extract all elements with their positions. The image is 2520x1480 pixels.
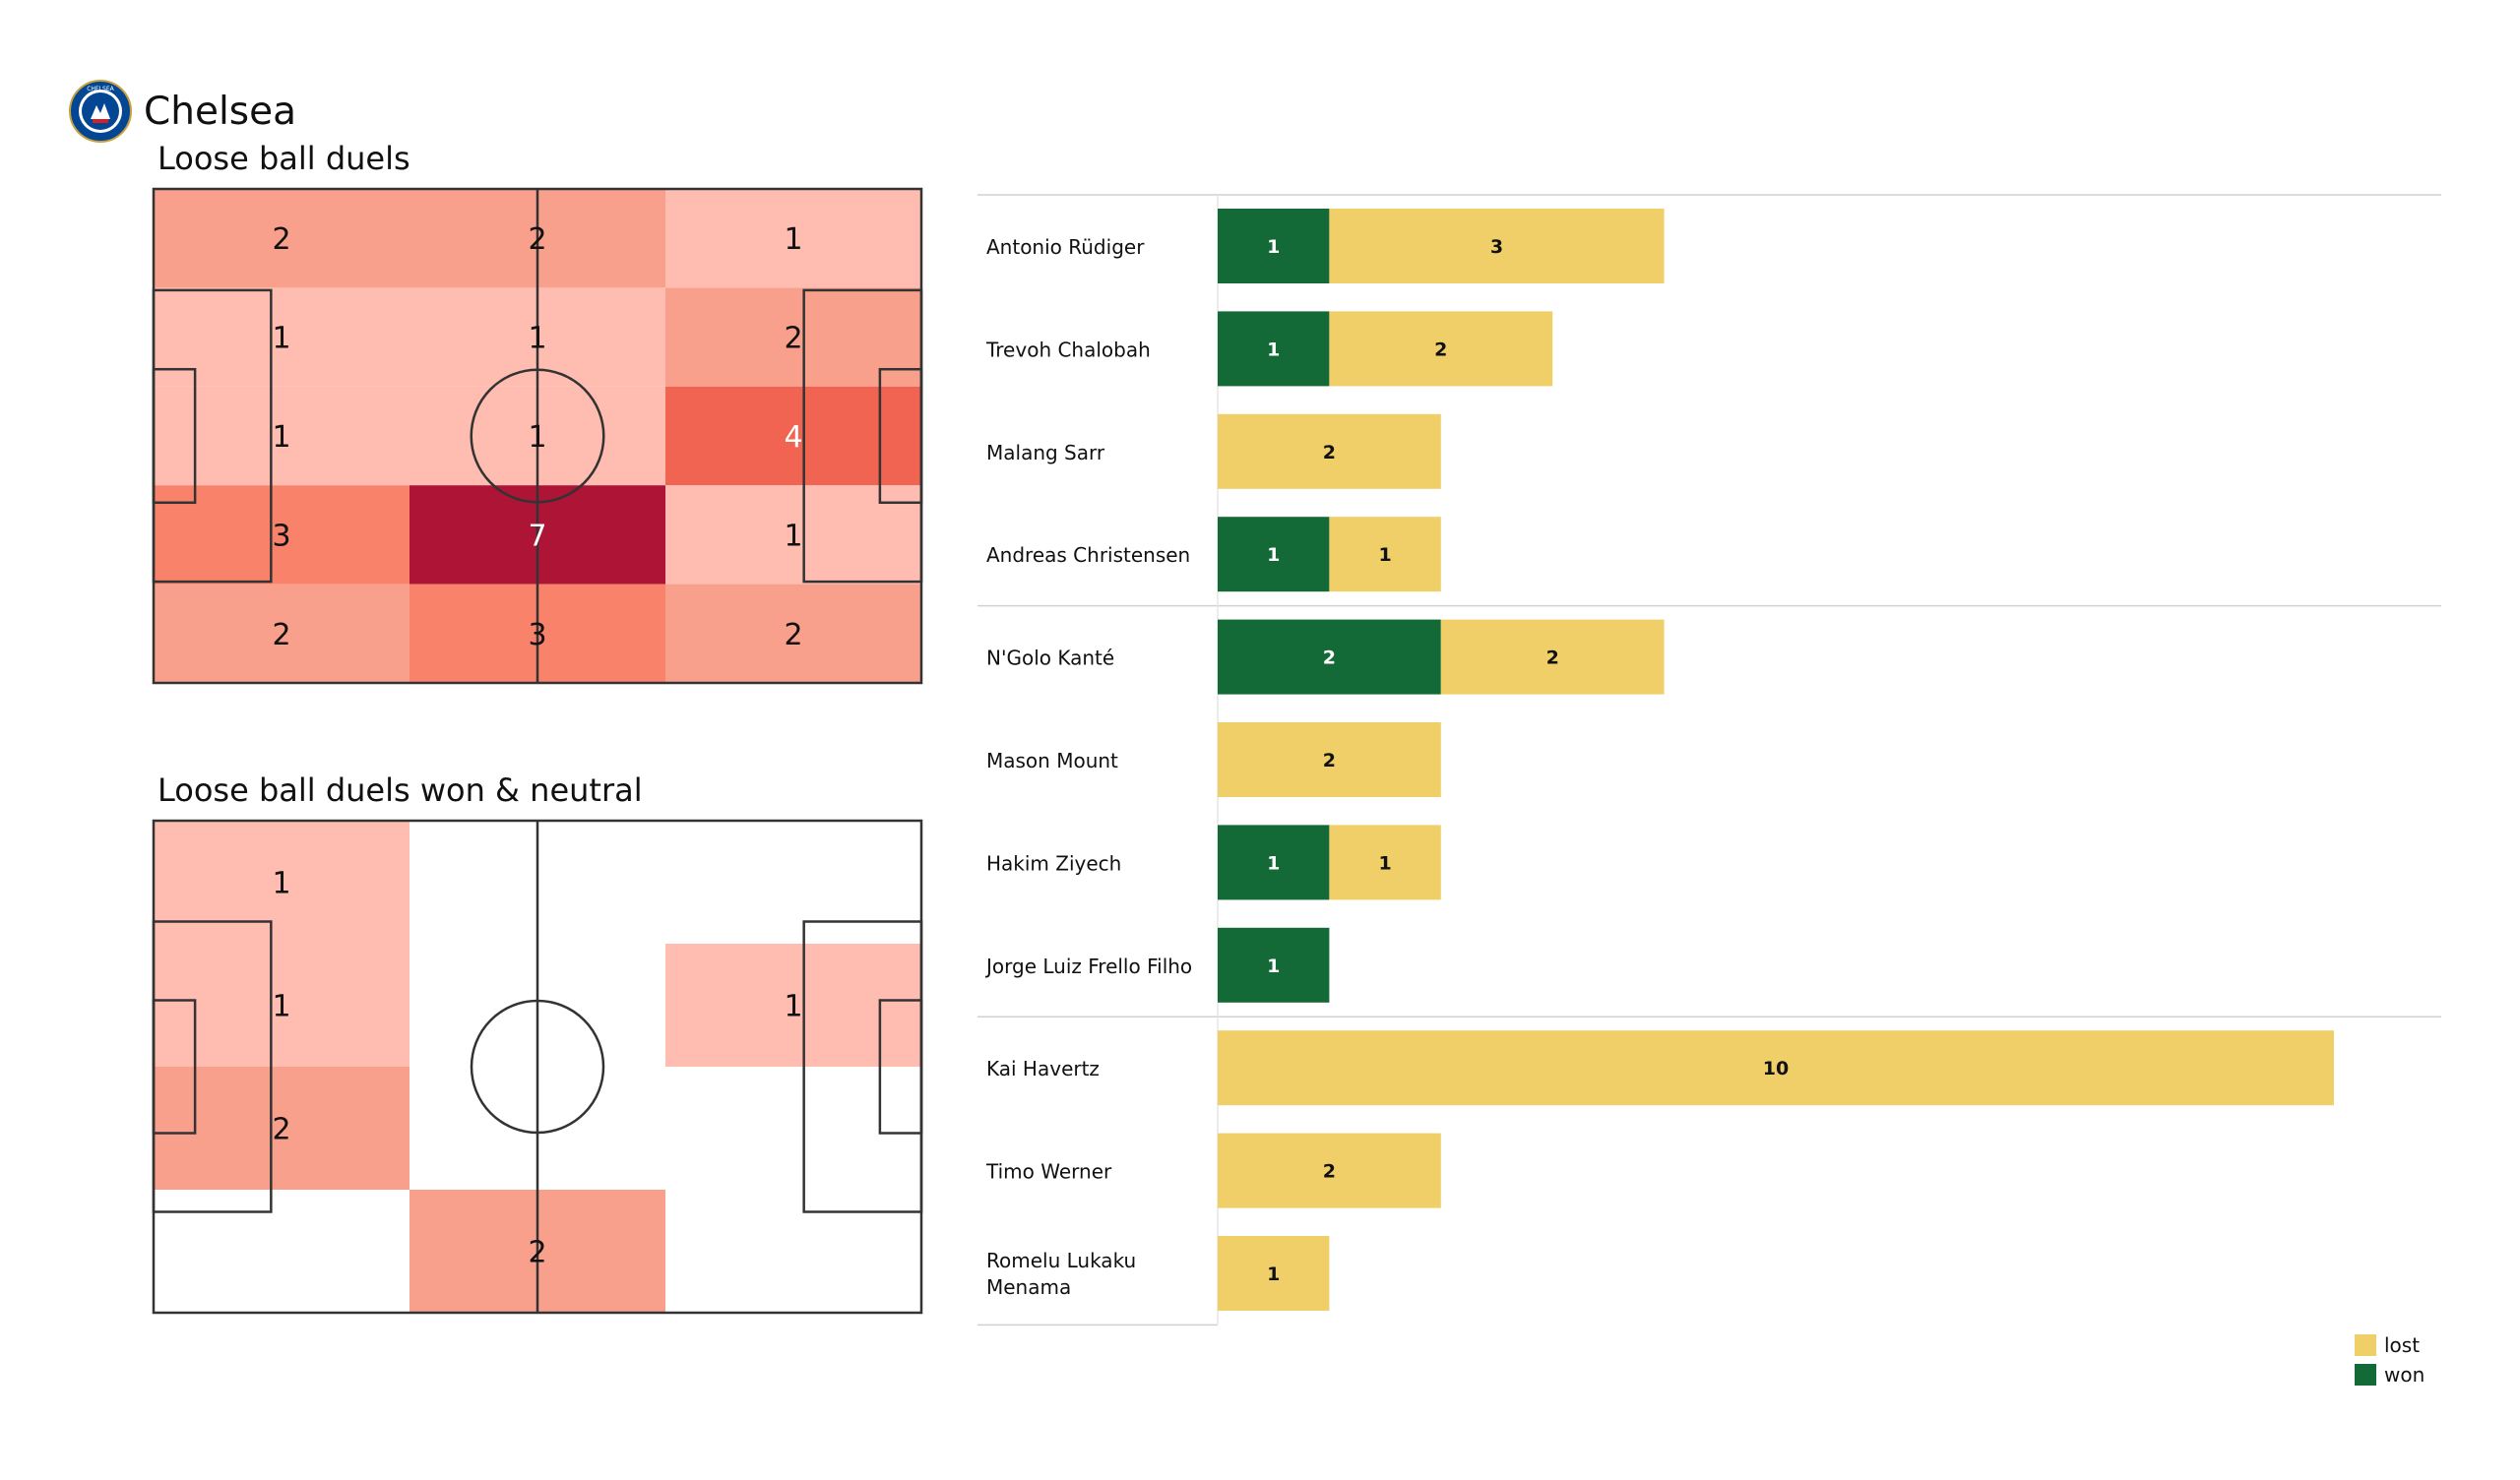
bar-won [1218, 825, 1330, 900]
heat-cell-label: 4 [784, 420, 802, 455]
heat-cell-label: 1 [528, 322, 546, 356]
heat-cell [154, 821, 410, 944]
heatmap-all-duels: 2 2 1 1 1 2 1 1 4 3 7 1 2 3 2 [152, 187, 923, 685]
player-name: Hakim Ziyech [986, 851, 1121, 875]
bar-lost [1218, 1236, 1330, 1311]
player-name: Trevoh Chalobah [985, 338, 1151, 361]
heat-cell-label: 1 [272, 322, 290, 356]
goal-box-left [152, 999, 197, 1135]
legend-swatch-won [2355, 1364, 2376, 1386]
bar-lost-label: 2 [1546, 648, 1559, 669]
bar-lost-label: 3 [1490, 236, 1503, 258]
heat-cell-label: 1 [272, 990, 290, 1024]
bar-won [1218, 209, 1330, 283]
bar-lost [1218, 413, 1441, 489]
bar-won-label: 2 [1323, 648, 1336, 669]
chart-legend: lost won [2355, 1330, 2425, 1389]
player-name: Andreas Christensen [986, 543, 1190, 567]
bar-won-label: 1 [1267, 236, 1280, 258]
legend-label-won: won [2384, 1363, 2426, 1387]
bar-lost-label: 2 [1434, 339, 1447, 360]
goal-box-left [152, 367, 197, 505]
bar-lost [1329, 209, 1665, 283]
bar-lost-label: 1 [1378, 544, 1391, 566]
player-name: Mason Mount [986, 749, 1118, 772]
heat-cell [665, 584, 921, 683]
player-name: Jorge Luiz Frello Filho [984, 955, 1192, 978]
player-name: Antonio Rüdiger [986, 235, 1145, 259]
crest-text: CHELSEA [87, 86, 114, 92]
centre-circle [470, 368, 605, 504]
bar-lost [1218, 1133, 1441, 1208]
heat-cell-label: 2 [272, 618, 290, 652]
bar-won-label: 1 [1267, 852, 1280, 874]
heat-cell-label: 7 [528, 519, 546, 553]
bar-lost [1440, 619, 1665, 695]
player-name: Romelu Lukaku [986, 1249, 1136, 1272]
player-name: Timo Werner [985, 1160, 1112, 1184]
heat-cell-label: 2 [784, 618, 802, 652]
heat-cell-label: 2 [528, 1236, 546, 1270]
bar-lost [1218, 1030, 2334, 1106]
heat-cell-label: 1 [784, 519, 802, 553]
bar-won [1218, 619, 1441, 695]
goal-box-right [878, 999, 923, 1135]
bar-won-label: 1 [1267, 339, 1280, 360]
heat-cell [154, 189, 410, 288]
legend-swatch-lost [2355, 1334, 2376, 1356]
legend-item-lost: lost [2355, 1330, 2425, 1360]
player-name: Menama [986, 1275, 1071, 1299]
heat-cell-label: 2 [784, 322, 802, 356]
bar-lost-label: 10 [1763, 1058, 1789, 1079]
bar-lost [1329, 825, 1441, 900]
goal-box-right [878, 367, 923, 505]
heat-cell-label: 2 [272, 1113, 290, 1147]
centre-circle [470, 999, 605, 1135]
chelsea-crest-icon: CHELSEA [69, 80, 132, 143]
bar-lost [1218, 722, 1441, 797]
heat-cell-label: 1 [784, 222, 802, 257]
heat-cell-label: 3 [272, 519, 290, 553]
heat-cell-label: 2 [272, 222, 290, 257]
heat-cell-label: 1 [784, 990, 802, 1024]
heat-cell-label: 1 [272, 867, 290, 901]
bar-lost-label: 1 [1267, 1264, 1280, 1285]
heatmap-won-neutral: 1 1 1 2 2 [152, 819, 923, 1315]
bar-won-label: 1 [1267, 544, 1280, 566]
legend-item-won: won [2355, 1360, 2425, 1389]
heat-cell-label: 1 [528, 420, 546, 455]
team-name: Chelsea [144, 89, 296, 134]
player-name: Malang Sarr [986, 441, 1105, 464]
heatmap-title-won-neutral: Loose ball duels won & neutral [158, 771, 643, 809]
bar-lost [1329, 311, 1553, 387]
bar-won [1218, 927, 1330, 1003]
bar-won-label: 1 [1267, 956, 1280, 977]
heat-cell-label: 1 [272, 420, 290, 455]
bar-won [1218, 517, 1330, 592]
bar-lost-label: 2 [1323, 1161, 1336, 1183]
player-name: Kai Havertz [986, 1057, 1100, 1080]
bar-lost-label: 2 [1323, 750, 1336, 771]
bar-lost-label: 2 [1323, 442, 1336, 463]
heat-cell [665, 189, 921, 288]
player-name: N'Golo Kanté [986, 647, 1114, 670]
bar-won [1218, 311, 1330, 387]
legend-label-lost: lost [2384, 1333, 2421, 1357]
heat-cell-label: 2 [528, 222, 546, 257]
bar-lost [1329, 517, 1441, 592]
heatmap-title-all-duels: Loose ball duels [158, 140, 410, 177]
heat-cell [154, 584, 410, 683]
heat-cell-label: 3 [528, 618, 546, 652]
team-header: CHELSEA Chelsea [69, 77, 296, 146]
bar-lost-label: 1 [1378, 852, 1391, 874]
